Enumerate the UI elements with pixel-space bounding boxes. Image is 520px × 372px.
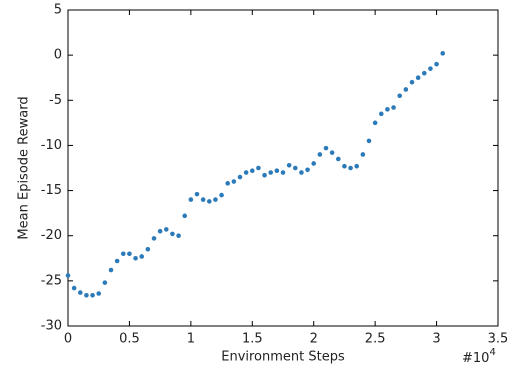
data-point <box>366 138 372 144</box>
data-point <box>194 191 200 197</box>
data-point <box>65 273 71 278</box>
data-point <box>286 162 292 168</box>
data-point <box>206 199 212 204</box>
data-point <box>133 255 138 261</box>
data-point <box>323 145 329 151</box>
data-point <box>329 150 335 155</box>
data-point <box>145 246 151 252</box>
x-tick-label: 3 <box>432 332 440 347</box>
data-point <box>120 251 126 257</box>
data-point <box>421 70 427 76</box>
y-tick-label: 5 <box>54 3 62 18</box>
data-point <box>90 293 95 298</box>
x-tick-label: 2.5 <box>365 332 386 347</box>
data-point <box>170 231 175 237</box>
data-point <box>114 258 120 264</box>
data-point <box>96 291 102 296</box>
data-point <box>237 174 243 180</box>
data-point <box>268 170 274 175</box>
plot-frame <box>67 9 499 327</box>
data-point <box>231 179 237 184</box>
data-point <box>225 181 231 186</box>
data-point <box>84 293 89 298</box>
y-tick-label: -10 <box>41 138 62 153</box>
x-tick-label: 2 <box>310 332 318 347</box>
y-tick-label: -25 <box>41 273 62 288</box>
data-point <box>188 197 194 202</box>
data-point <box>342 163 347 169</box>
x-tick-label: 3.5 <box>488 332 509 347</box>
data-point <box>360 152 366 157</box>
data-point <box>354 163 360 169</box>
data-point <box>428 66 433 71</box>
data-point <box>127 251 132 257</box>
y-tick-label: -30 <box>41 319 62 334</box>
data-point <box>317 152 323 157</box>
x-tick-label: 0 <box>64 332 72 347</box>
data-point <box>372 120 378 126</box>
data-point <box>378 111 384 117</box>
data-point <box>256 165 261 171</box>
data-point <box>249 168 255 174</box>
x-tick-label: 1.5 <box>242 332 263 347</box>
data-point <box>108 267 114 273</box>
x-tick-label: 1 <box>187 332 195 347</box>
data-point <box>139 254 145 259</box>
data-point <box>305 167 310 173</box>
data-point <box>274 168 280 174</box>
x-axis-label: Environment Steps <box>221 350 345 365</box>
data-point <box>163 227 169 232</box>
data-point <box>403 87 409 92</box>
y-axis-label: Mean Episode Reward <box>17 96 32 239</box>
data-point <box>102 280 108 285</box>
y-tick-label: -15 <box>41 183 62 198</box>
data-point <box>335 156 341 162</box>
data-point <box>243 170 249 175</box>
data-point <box>182 213 188 219</box>
data-point <box>292 165 298 171</box>
data-point <box>385 107 390 112</box>
data-point <box>157 228 163 234</box>
data-point <box>391 105 396 110</box>
data-point <box>409 79 415 85</box>
data-point <box>348 165 353 171</box>
data-point <box>200 197 206 202</box>
data-point <box>77 290 83 295</box>
y-tick-label: -5 <box>49 93 62 108</box>
data-point <box>219 192 224 198</box>
y-tick-label: 0 <box>54 48 62 63</box>
x-tick-label: 0.5 <box>119 332 140 347</box>
data-point <box>176 233 181 239</box>
data-point <box>71 285 77 291</box>
data-point <box>280 170 286 175</box>
data-point <box>434 61 439 67</box>
data-point <box>213 197 218 202</box>
y-tick-label: -20 <box>41 228 62 243</box>
data-point <box>299 170 304 175</box>
data-point <box>440 51 446 56</box>
x-multiplier: #104 <box>462 347 496 366</box>
data-point <box>262 172 267 178</box>
data-point <box>397 93 403 99</box>
data-point <box>151 236 157 241</box>
data-point <box>415 75 421 81</box>
data-point <box>311 161 317 166</box>
